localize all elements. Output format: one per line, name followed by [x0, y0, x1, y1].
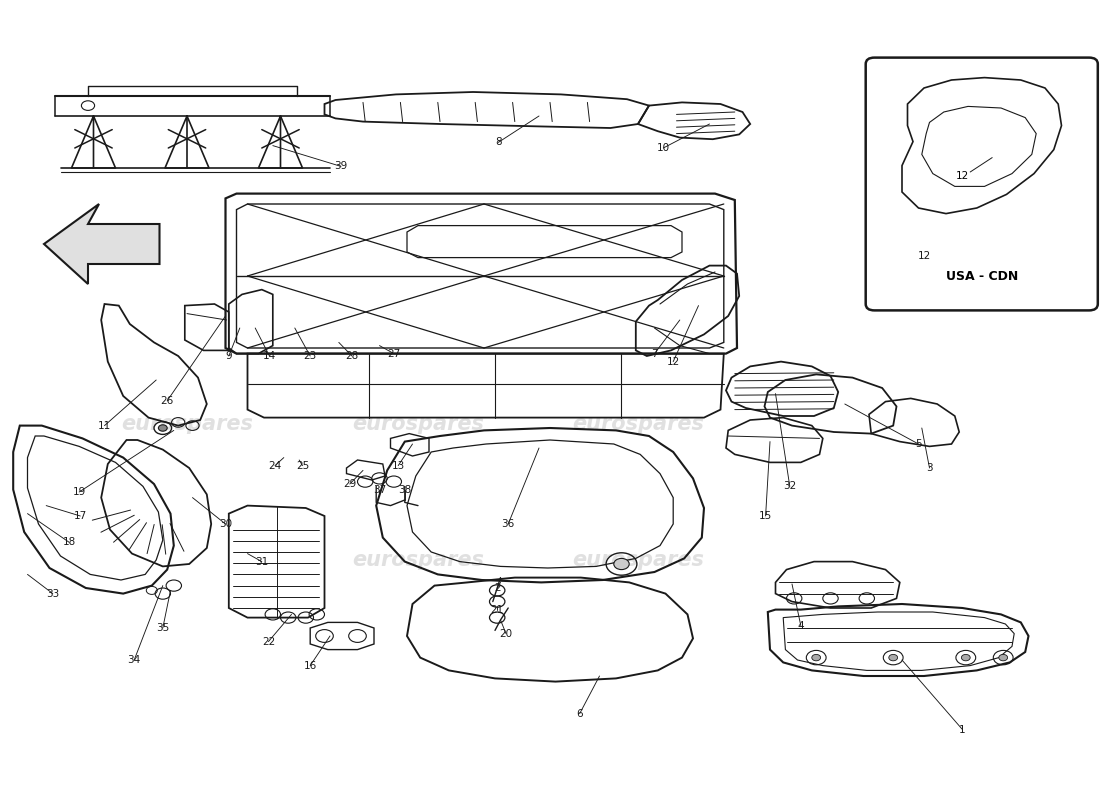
- Circle shape: [961, 654, 970, 661]
- Text: 31: 31: [255, 557, 268, 566]
- Text: 12: 12: [667, 357, 680, 366]
- Circle shape: [999, 654, 1008, 661]
- Text: 38: 38: [398, 485, 411, 494]
- Polygon shape: [44, 204, 160, 284]
- Text: 21: 21: [491, 606, 504, 615]
- Text: 33: 33: [46, 589, 59, 598]
- Text: 17: 17: [74, 511, 87, 521]
- Text: 32: 32: [783, 482, 796, 491]
- Text: 26: 26: [161, 396, 174, 406]
- Text: 4: 4: [798, 621, 804, 630]
- Text: 5: 5: [915, 439, 922, 449]
- Text: 24: 24: [268, 461, 282, 470]
- Text: 8: 8: [495, 138, 502, 147]
- Circle shape: [889, 654, 898, 661]
- Text: 16: 16: [304, 661, 317, 670]
- Text: 28: 28: [345, 351, 359, 361]
- Text: USA - CDN: USA - CDN: [946, 270, 1018, 282]
- Text: 25: 25: [296, 461, 309, 470]
- Text: 18: 18: [63, 538, 76, 547]
- Text: 20: 20: [499, 629, 513, 638]
- Text: 1: 1: [959, 725, 966, 734]
- Text: 13: 13: [392, 461, 405, 470]
- Text: 35: 35: [156, 623, 169, 633]
- Text: eurospares: eurospares: [572, 550, 704, 570]
- Text: 14: 14: [263, 351, 276, 361]
- Text: 34: 34: [128, 655, 141, 665]
- Circle shape: [812, 654, 821, 661]
- Text: 36: 36: [502, 519, 515, 529]
- Text: 2: 2: [494, 583, 501, 593]
- Text: 12: 12: [917, 251, 931, 261]
- Circle shape: [158, 425, 167, 431]
- Text: 22: 22: [262, 637, 275, 646]
- Text: 29: 29: [343, 479, 356, 489]
- Text: 9: 9: [226, 351, 232, 361]
- Text: 12: 12: [956, 171, 969, 181]
- FancyBboxPatch shape: [866, 58, 1098, 310]
- Text: 15: 15: [759, 511, 772, 521]
- Text: 19: 19: [73, 487, 86, 497]
- Text: 37: 37: [373, 485, 386, 494]
- Text: 10: 10: [657, 143, 670, 153]
- Text: 11: 11: [98, 421, 111, 430]
- Text: eurospares: eurospares: [352, 550, 484, 570]
- Text: 7: 7: [651, 349, 658, 358]
- Text: 30: 30: [219, 519, 232, 529]
- Circle shape: [614, 558, 629, 570]
- Text: eurospares: eurospares: [121, 414, 253, 434]
- Text: 23: 23: [304, 351, 317, 361]
- Text: eurospares: eurospares: [572, 414, 704, 434]
- Text: 39: 39: [334, 162, 348, 171]
- Text: 6: 6: [576, 709, 583, 718]
- Text: 27: 27: [387, 349, 400, 358]
- Text: 3: 3: [926, 463, 933, 473]
- Text: eurospares: eurospares: [352, 414, 484, 434]
